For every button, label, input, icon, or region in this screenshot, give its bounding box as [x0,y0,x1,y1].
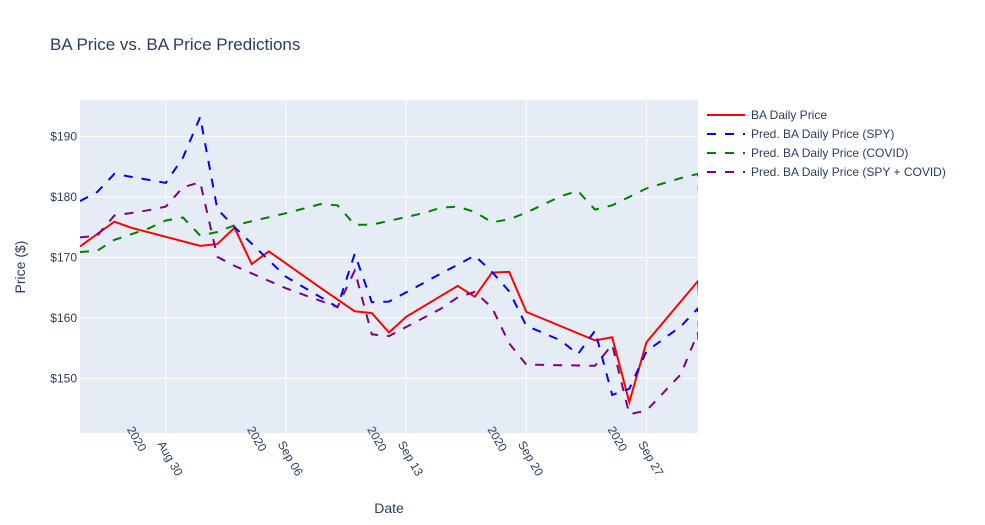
series-line-4 [80,181,698,416]
series-line-3 [80,172,698,253]
y-tick-label: $170 [50,250,77,264]
legend: BA Daily Price Pred. BA Daily Price (SPY)… [707,108,946,179]
x-tick-label-line: Sep 13 [395,439,426,479]
x-tick-label-line: Sep 06 [275,439,306,479]
x-tick-label-line: Sep 27 [635,439,666,479]
legend-label: Pred. BA Daily Price (SPY) [751,127,894,141]
x-tick-label-line: Sep 20 [515,439,546,479]
x-axis-title: Date [374,500,404,516]
legend-label: BA Daily Price [751,108,827,122]
y-axis-title: Price ($) [12,241,28,294]
series-line-1 [80,220,698,406]
legend-label: Pred. BA Daily Price (SPY + COVID) [751,165,946,179]
series-line-2 [80,113,698,397]
y-tick-label: $190 [50,129,77,143]
chart-title: BA Price vs. BA Price Predictions [50,35,300,54]
y-tick-label: $150 [50,372,77,386]
legend-label: Pred. BA Daily Price (COVID) [751,146,908,160]
series-group [80,113,698,416]
grid-lines [80,100,698,433]
y-tick-label: $160 [50,311,77,325]
x-tick-label-line: Aug 30 [155,439,186,479]
y-tick-label: $180 [50,190,77,204]
plot-area [80,100,698,433]
y-tick-labels: $150 $160 $170 $180 $190 [50,129,77,385]
